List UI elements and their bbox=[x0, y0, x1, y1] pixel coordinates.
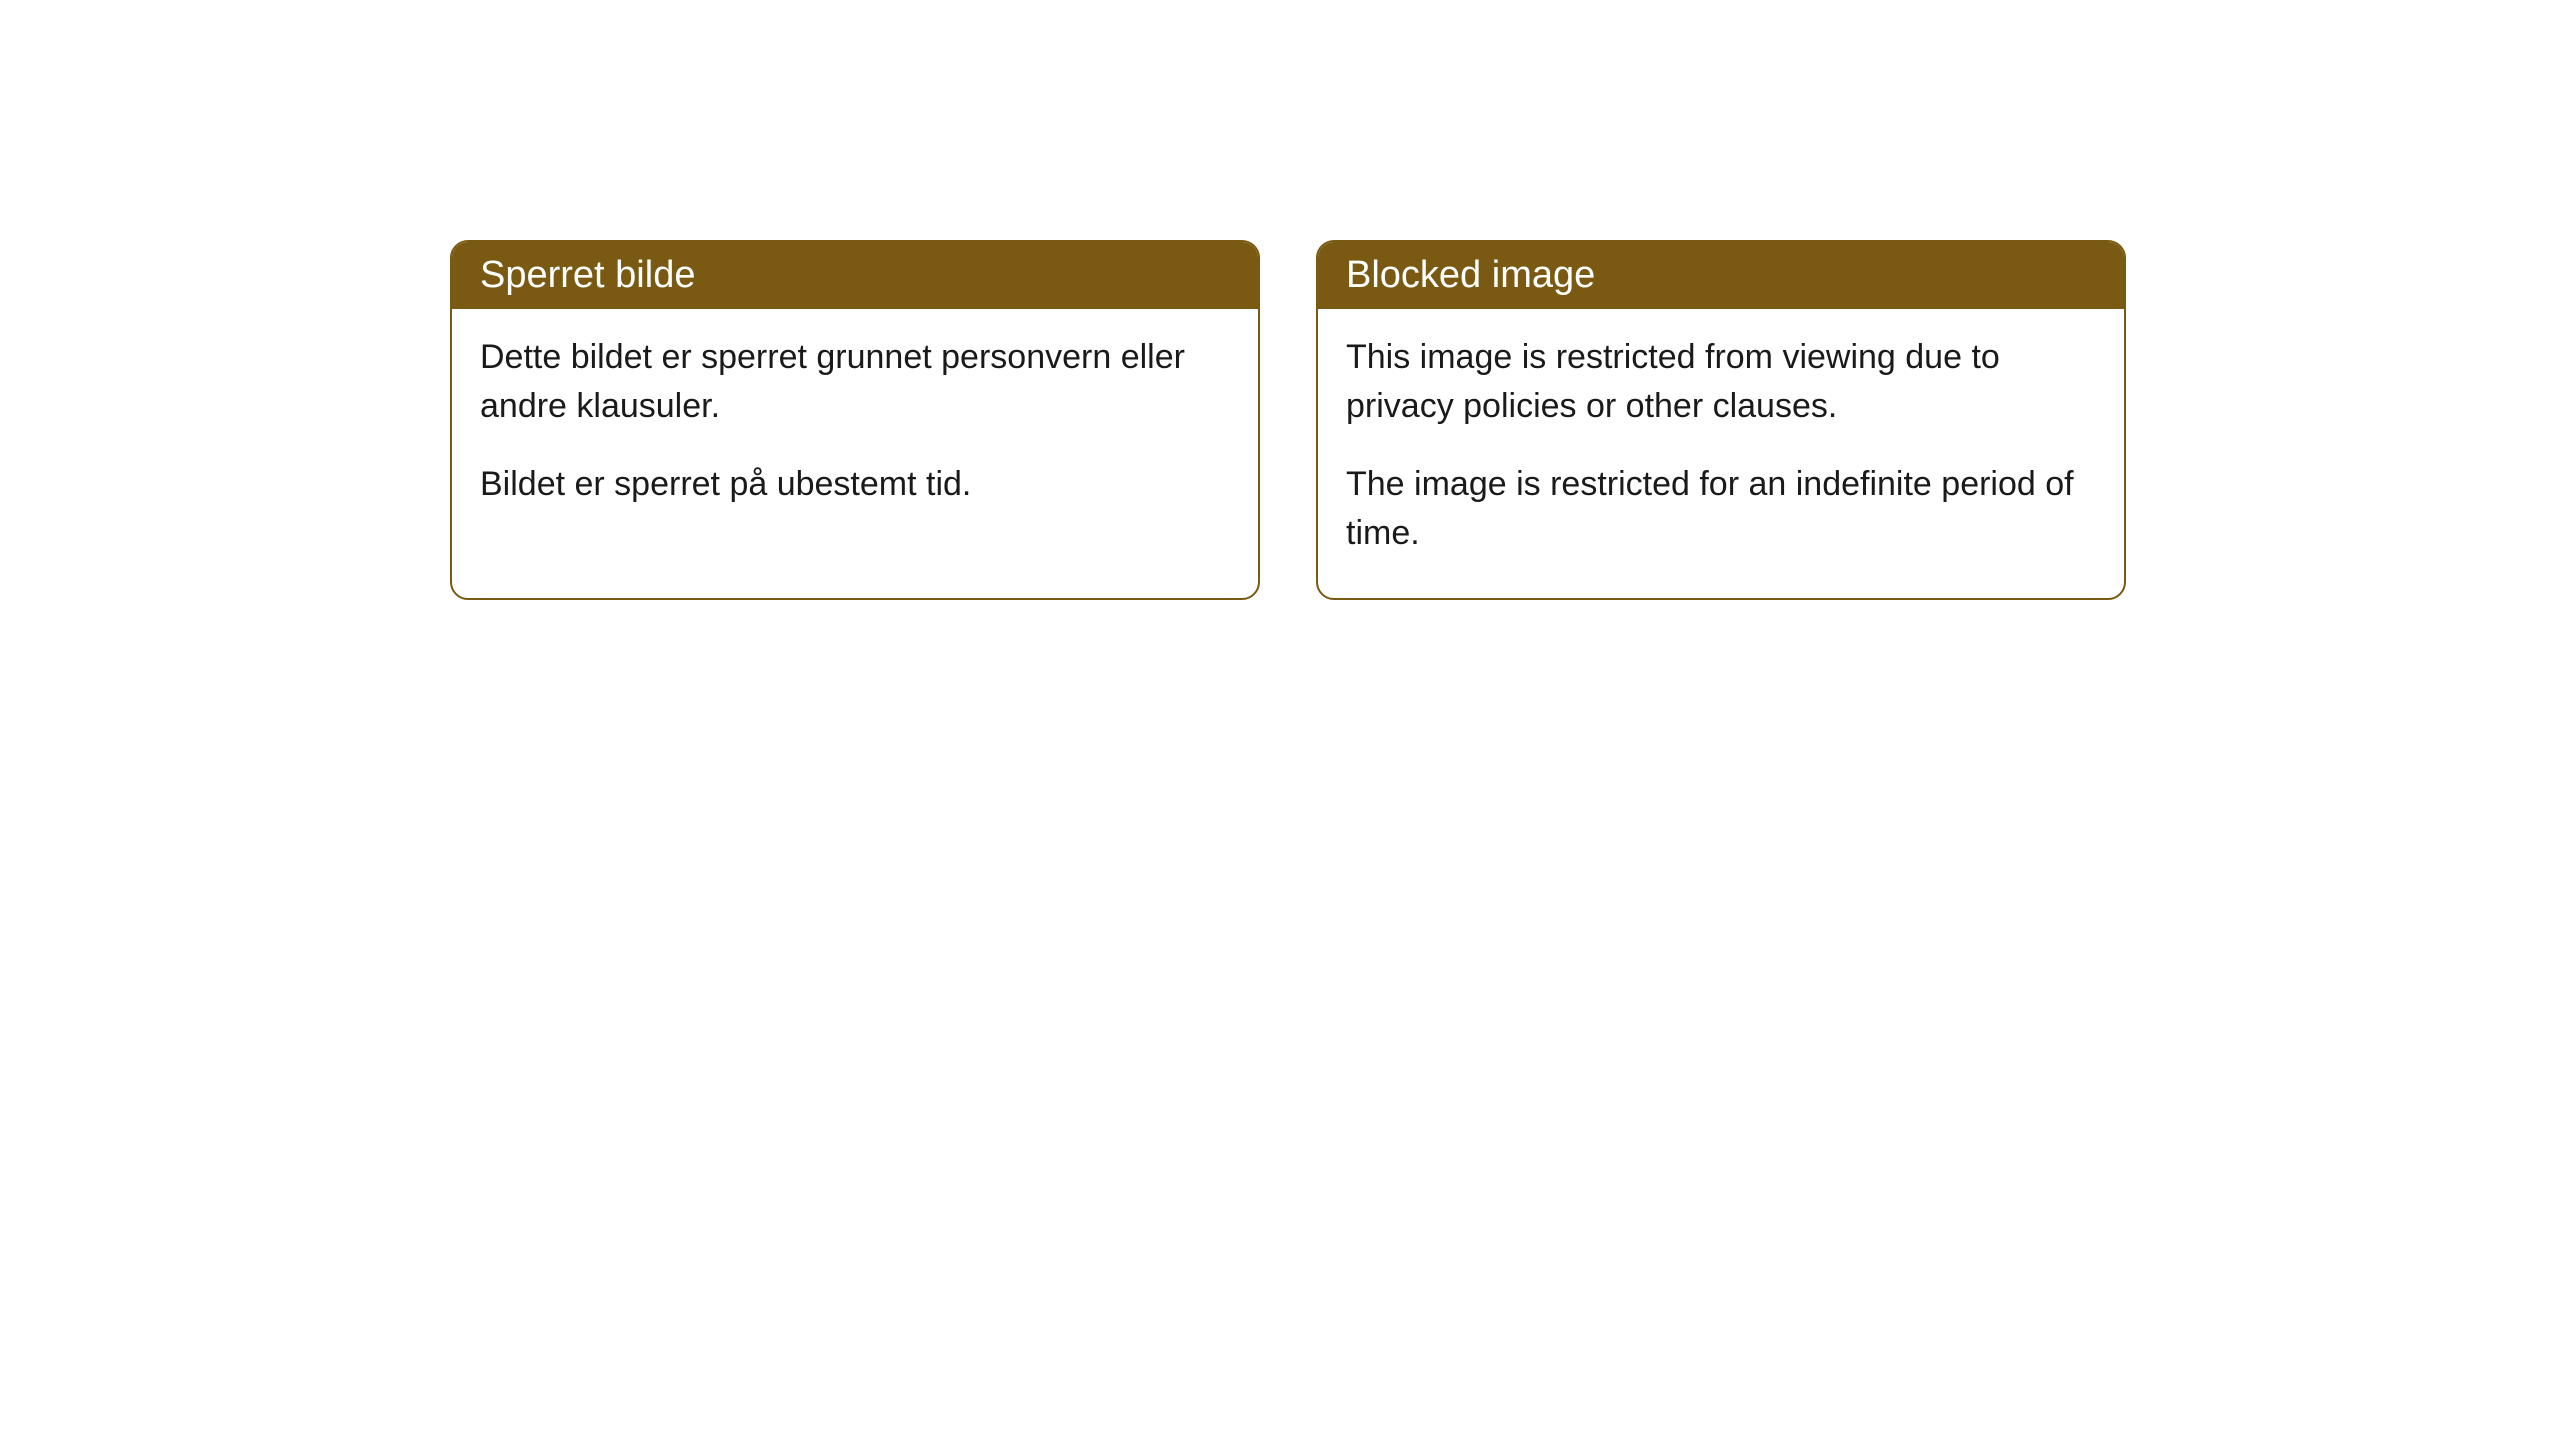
notice-cards-container: Sperret bilde Dette bildet er sperret gr… bbox=[450, 240, 2126, 600]
card-body: Dette bildet er sperret grunnet personve… bbox=[452, 309, 1258, 549]
card-paragraph: This image is restricted from viewing du… bbox=[1346, 333, 2096, 432]
card-paragraph: Bildet er sperret på ubestemt tid. bbox=[480, 460, 1230, 509]
card-paragraph: The image is restricted for an indefinit… bbox=[1346, 460, 2096, 559]
card-title: Sperret bilde bbox=[480, 254, 695, 296]
card-body: This image is restricted from viewing du… bbox=[1318, 309, 2124, 598]
card-header: Sperret bilde bbox=[452, 242, 1258, 309]
blocked-image-card-norwegian: Sperret bilde Dette bildet er sperret gr… bbox=[450, 240, 1260, 600]
blocked-image-card-english: Blocked image This image is restricted f… bbox=[1316, 240, 2126, 600]
card-title: Blocked image bbox=[1346, 254, 1595, 296]
card-header: Blocked image bbox=[1318, 242, 2124, 309]
card-paragraph: Dette bildet er sperret grunnet personve… bbox=[480, 333, 1230, 432]
